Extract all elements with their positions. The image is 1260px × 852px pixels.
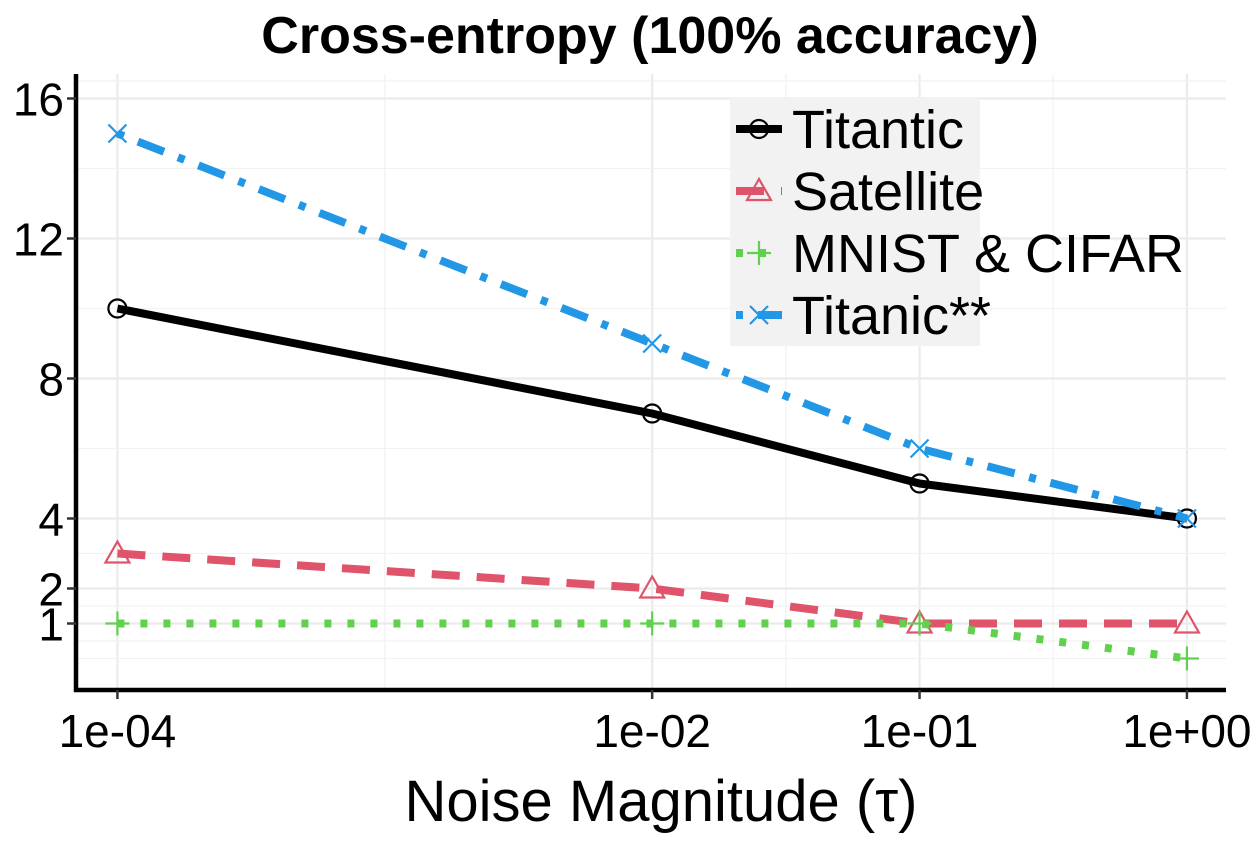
- legend-item-titanic: Titanic**: [736, 286, 991, 346]
- data-point: [1177, 508, 1197, 529]
- data-point: [638, 574, 667, 599]
- series-layer: [103, 123, 1201, 671]
- legend-key-marker: [745, 176, 773, 202]
- data-point: [640, 611, 665, 636]
- data-point: [642, 333, 662, 354]
- series-line: [115, 129, 1188, 523]
- legend-label: Titantic: [792, 100, 964, 160]
- x-tick-label: 1e+00: [1122, 705, 1251, 757]
- x-tick-label: 1e-02: [593, 705, 711, 757]
- legend-label: MNIST & CIFAR: [792, 224, 1184, 284]
- axis-layer: 12 4 8 12 16 1e-04 1e-02 1e-01 1e+00: [13, 74, 1252, 758]
- y-tick-label: 16: [13, 74, 64, 126]
- data-point: [907, 611, 932, 636]
- chart-title: Cross-entropy (100% accuracy): [261, 7, 1039, 65]
- y-tick-label: 12: [13, 214, 64, 266]
- legend-label: Titanic**: [792, 286, 991, 346]
- y-tick-label: 8: [38, 354, 64, 406]
- legend-item-mnist-cifar: MNIST & CIFAR: [736, 224, 1184, 284]
- x-axis-label: Noise Magnitude (τ): [404, 769, 918, 834]
- series-line: [116, 304, 1188, 523]
- legend-key-background: [730, 98, 980, 346]
- y-tick-label: 4: [38, 494, 64, 546]
- data-point: [105, 611, 130, 636]
- data-point: [1174, 646, 1199, 671]
- data-point: [107, 298, 128, 319]
- legend-key-marker: [749, 305, 769, 325]
- series-titanic: [107, 123, 1197, 529]
- x-tick-label: 1e-01: [861, 705, 979, 757]
- legend-item-titantic: Titantic: [736, 100, 964, 160]
- legend-key-marker: [747, 241, 771, 265]
- data-point: [103, 539, 132, 564]
- data-point: [909, 438, 930, 459]
- series-mnist-cifar: [105, 611, 1199, 671]
- series-titantic: [107, 298, 1198, 529]
- legend-key-marker: [748, 118, 770, 140]
- x-tick-label: 1e-04: [59, 705, 177, 757]
- legend-label: Satellite: [792, 162, 984, 222]
- y-tick-label: 1: [38, 599, 64, 651]
- legend-item-satellite: Satellite: [736, 162, 984, 222]
- data-point: [909, 473, 930, 494]
- data-point: [1173, 609, 1201, 634]
- data-point: [107, 123, 128, 144]
- data-point: [642, 403, 663, 424]
- y-tick-label: 2: [38, 564, 64, 616]
- series-line: [117, 619, 1188, 663]
